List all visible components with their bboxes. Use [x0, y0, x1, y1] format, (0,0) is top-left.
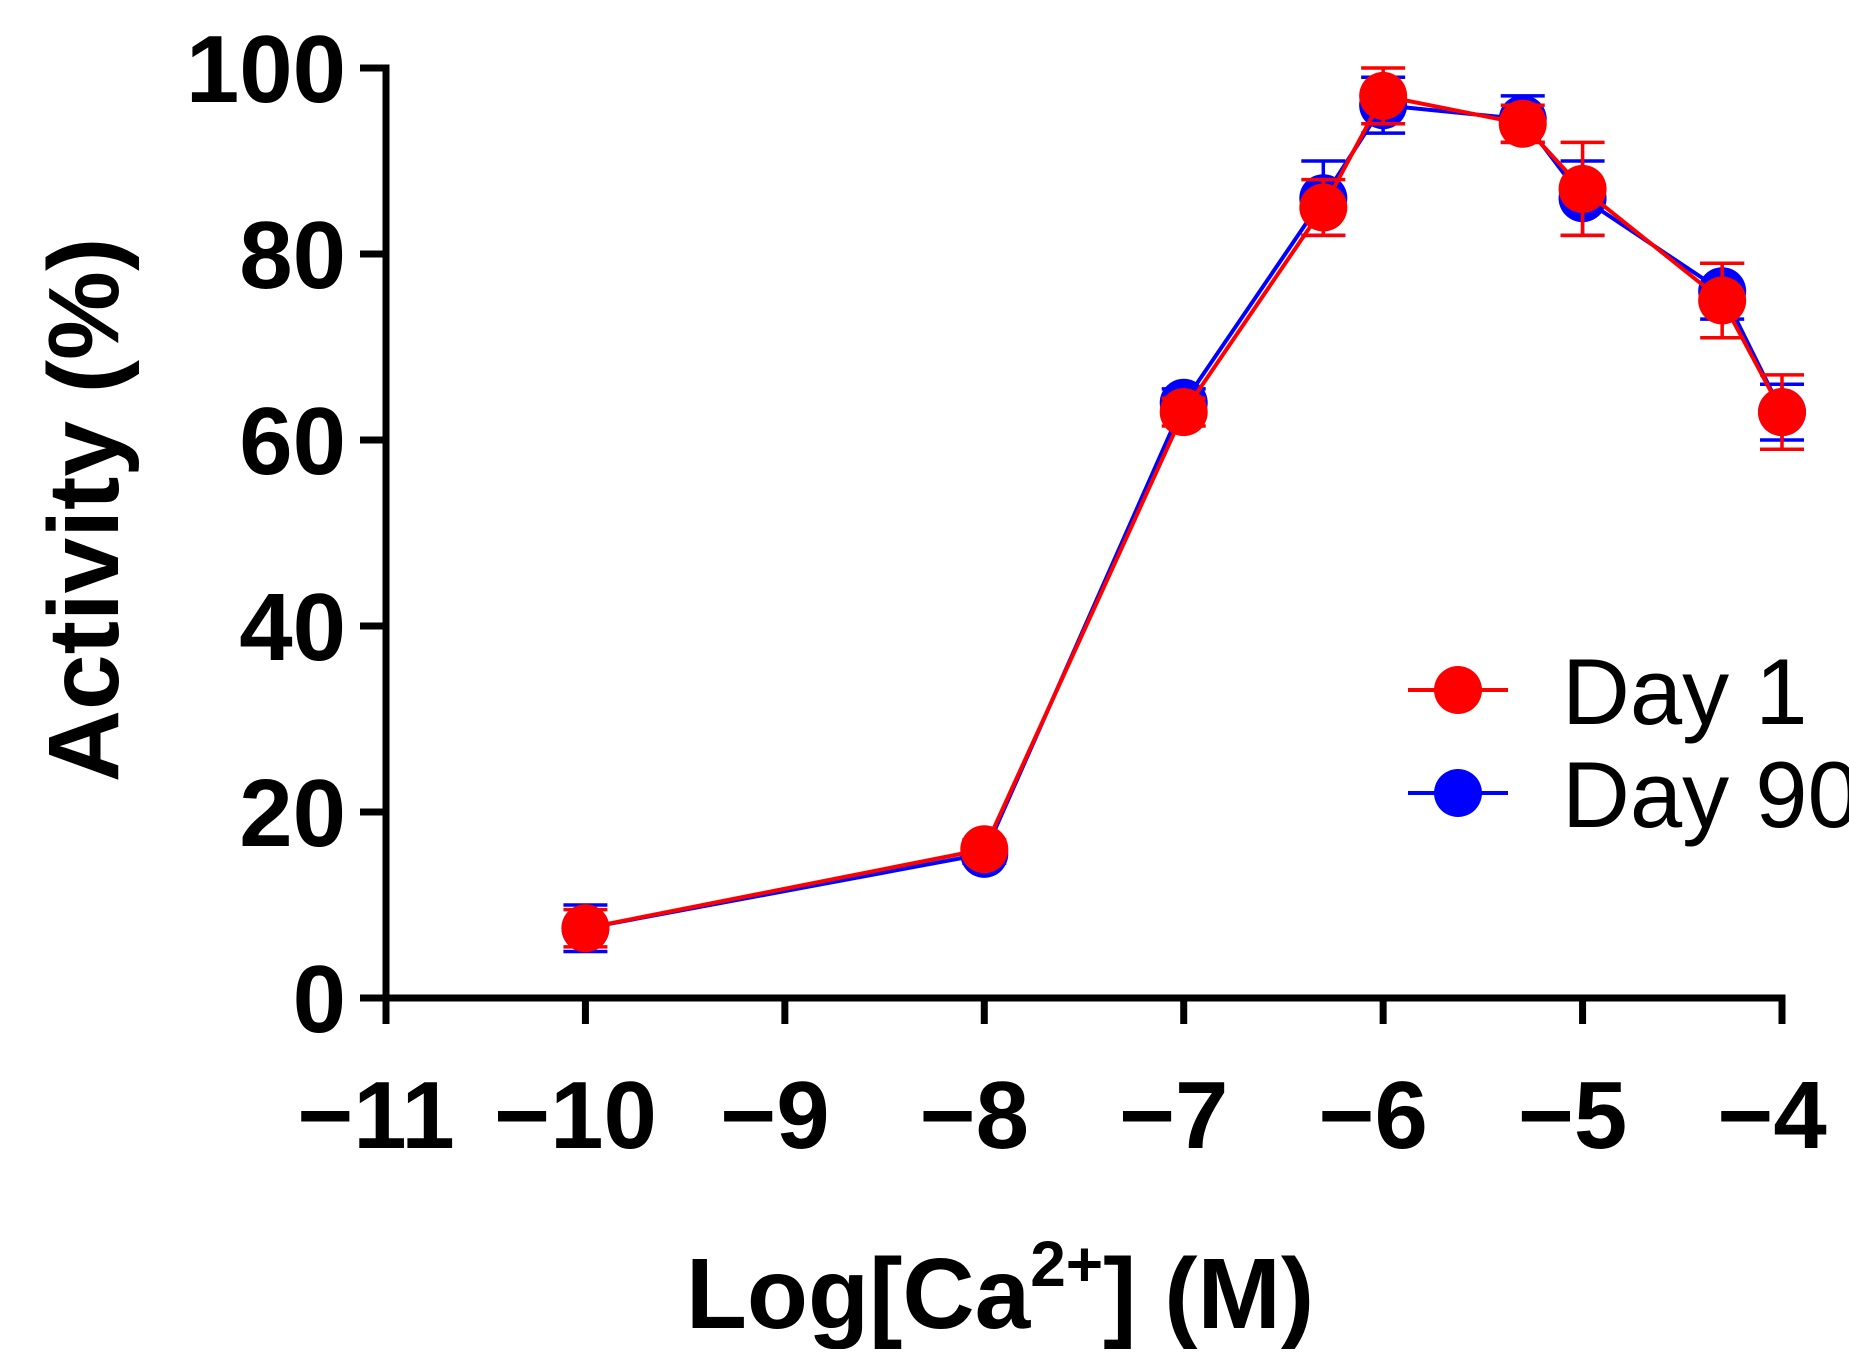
x-axis-label-superscript: 2+ [1030, 1228, 1103, 1300]
legend-item-day-1: Day 1 [1408, 639, 1808, 744]
x-tick-label: −4 [1717, 1062, 1826, 1169]
data-point [1159, 388, 1208, 437]
x-tick-label: −6 [1318, 1062, 1427, 1169]
x-tick-label: −9 [720, 1062, 829, 1169]
y-tick-label: 80 [239, 202, 346, 309]
data-point [960, 825, 1009, 874]
x-tick-label: −5 [1518, 1062, 1627, 1169]
legend-label: Day 90 [1562, 742, 1849, 847]
series-day-1 [561, 66, 1806, 953]
y-axis-label: Activity (%) [28, 238, 140, 783]
data-point [1359, 71, 1408, 120]
x-tick-label: −11 [297, 1062, 455, 1169]
data-point [1758, 388, 1806, 437]
data-point [1698, 276, 1747, 325]
y-tick-label: 0 [293, 946, 346, 1053]
data-point [1299, 183, 1348, 232]
x-tick-label: −10 [494, 1062, 657, 1169]
legend-marker [1434, 666, 1482, 714]
legend-marker [1434, 769, 1482, 817]
x-axis-label: Log[Ca2+] (M) [686, 1228, 1314, 1349]
x-axis-label-end: ] (M) [1103, 1238, 1314, 1349]
x-tick-label: −8 [920, 1062, 1029, 1169]
y-tick-label: 40 [239, 574, 346, 681]
legend-label: Day 1 [1562, 639, 1808, 744]
x-axis-label-main: Log[Ca [686, 1238, 1032, 1349]
legend-item-day-90: Day 90 [1408, 742, 1849, 847]
data-point [1498, 99, 1547, 148]
y-tick-label: 100 [186, 16, 346, 123]
axes: 0 20 40 60 80 100 −11 −10 −9 −8 −7 −6 −5 −4 [186, 16, 1827, 1169]
y-tick-label: 60 [239, 388, 346, 495]
data-point [561, 904, 610, 953]
series-layer [561, 66, 1806, 954]
x-tick-label: −7 [1119, 1062, 1228, 1169]
data-point [1558, 164, 1607, 213]
y-tick-label: 20 [239, 760, 346, 867]
